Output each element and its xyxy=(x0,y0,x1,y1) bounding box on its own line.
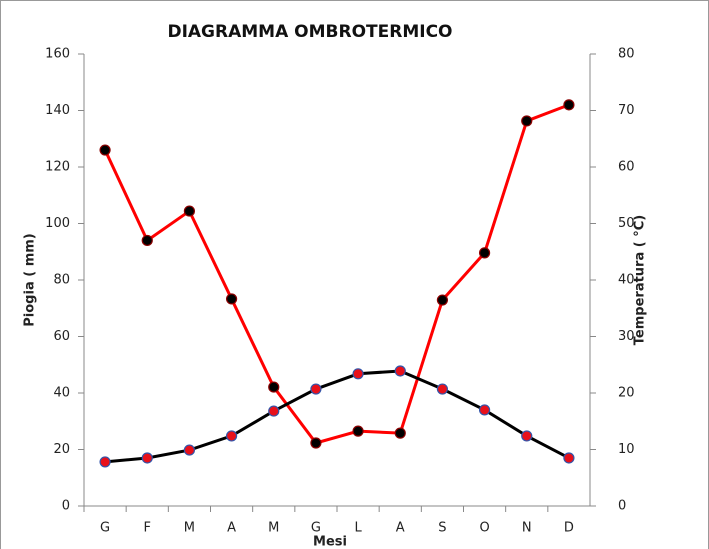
y-axis-label: Piogia ( mm) xyxy=(23,233,38,326)
data-point xyxy=(394,365,406,377)
data-point xyxy=(521,430,533,442)
y-tick-label: 140 xyxy=(45,103,70,118)
x-tick-label: M xyxy=(184,521,195,536)
y-tick-label: 60 xyxy=(53,329,70,344)
y2-tick-label: 70 xyxy=(618,103,635,118)
data-point xyxy=(141,234,153,247)
y2-axis-label: Temperatura ( °C) xyxy=(633,215,648,345)
y-tick-label: 120 xyxy=(45,160,70,175)
series-line xyxy=(104,369,570,464)
y2-tick-label: 0 xyxy=(618,499,626,514)
data-point xyxy=(394,427,406,439)
x-tick-label: D xyxy=(564,521,574,536)
data-point xyxy=(563,452,575,464)
data-point xyxy=(225,430,238,442)
data-point xyxy=(268,381,280,393)
y-tick-label: 20 xyxy=(53,442,70,457)
data-point xyxy=(310,383,322,395)
x-tick-label: O xyxy=(479,521,489,536)
x-tick-label: A xyxy=(396,521,405,536)
data-point xyxy=(183,444,196,456)
y2-tick-label: 40 xyxy=(618,273,635,288)
chart-title: DIAGRAMMA OMBROTERMICO xyxy=(167,22,452,42)
y-tick-label: 100 xyxy=(45,216,70,231)
x-tick-label: A xyxy=(227,521,236,536)
y2-tick-label: 10 xyxy=(618,442,635,457)
data-point xyxy=(478,247,491,259)
x-tick-label: G xyxy=(311,521,321,536)
data-point xyxy=(521,115,533,127)
data-point xyxy=(268,405,280,417)
y2-tick-label: 50 xyxy=(618,216,635,231)
y2-tick-label: 30 xyxy=(618,329,635,344)
data-point xyxy=(352,368,364,380)
x-tick-label: S xyxy=(438,521,446,536)
x-tick-label: F xyxy=(144,521,151,536)
data-point xyxy=(436,383,449,395)
y2-tick-label: 80 xyxy=(618,47,635,62)
data-point xyxy=(99,456,111,468)
data-point xyxy=(141,452,153,464)
y-tick-label: 40 xyxy=(53,386,70,401)
x-tick-label: L xyxy=(354,521,362,536)
y-tick-label: 80 xyxy=(53,273,70,288)
y2-tick-label: 60 xyxy=(618,160,635,175)
data-point xyxy=(478,404,491,416)
data-point xyxy=(563,99,575,111)
y-tick-label: 160 xyxy=(45,47,70,62)
data-point xyxy=(225,293,238,305)
x-tick-label: N xyxy=(522,521,532,536)
data-point xyxy=(436,294,449,306)
x-tick-label: M xyxy=(268,521,279,536)
data-point xyxy=(99,144,111,156)
data-point xyxy=(310,437,322,449)
series-line xyxy=(103,103,570,445)
y-tick-label: 0 xyxy=(62,499,70,514)
y2-tick-label: 20 xyxy=(618,386,635,401)
data-point xyxy=(183,205,196,217)
data-point xyxy=(352,425,364,437)
x-axis-label: Mesi xyxy=(313,535,347,549)
x-tick-label: G xyxy=(100,521,110,536)
